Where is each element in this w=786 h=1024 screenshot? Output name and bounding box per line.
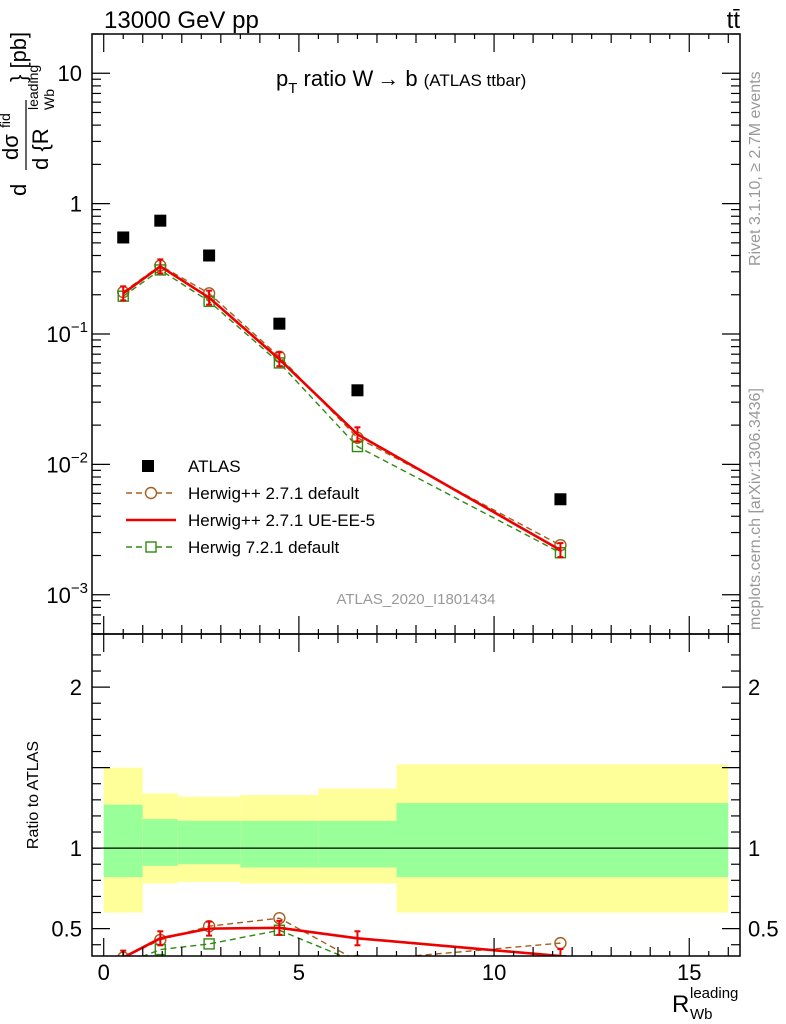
data-point <box>117 231 130 244</box>
series-marker <box>203 938 215 950</box>
series-line <box>122 264 561 546</box>
series-line <box>124 917 561 956</box>
series-line <box>122 264 562 552</box>
title-small: (ATLAS ttbar) <box>424 71 527 90</box>
header-process-label: tt̄ <box>727 7 741 34</box>
main-ytick-label: 10−1 <box>46 319 88 347</box>
legend-label: Herwig++ 2.7.1 default <box>188 484 359 503</box>
legend-marker <box>142 460 154 472</box>
ylabel-leading: leading <box>25 65 41 110</box>
series-line <box>123 926 561 956</box>
data-point <box>554 493 567 506</box>
xlabel-r: R <box>672 991 689 1018</box>
main-ytick-label: 1 <box>70 192 82 217</box>
ratio-series-herwig-2-7-1-ue-ee-5 <box>120 919 564 956</box>
main-ytick-label: 10−3 <box>46 580 88 608</box>
ylabel-close: } [pb] <box>6 32 31 82</box>
axis-ticks: 10 1 10−1 10−2 10−3 0 5 10 15 0.5 0.5 1 1 2 2 <box>46 33 779 985</box>
xtick-label: 15 <box>677 960 701 985</box>
main-ylabel: d dσ fid d {R Wb leading } [pb] <box>0 32 57 196</box>
title-p: p <box>276 66 288 91</box>
data-point <box>154 214 167 227</box>
series-marker <box>118 959 128 969</box>
ylabel-denominator: d {R <box>28 128 53 170</box>
main-ytick-label: 10−2 <box>46 449 88 477</box>
rivet-version-label: Rivet 3.1.10, ≥ 2.7M events <box>747 71 764 266</box>
title-b: b <box>399 66 417 91</box>
title-sub: T <box>288 80 297 97</box>
legend-label: ATLAS <box>188 457 241 476</box>
header-energy-label: 13000 GeV pp <box>104 7 259 34</box>
legend: ATLAS Herwig++ 2.7.1 default Herwig++ 2.7.… <box>126 457 375 557</box>
title-arrow: → <box>377 66 399 91</box>
main-title: pT ratio W → b (ATLAS ttbar) <box>276 66 526 97</box>
ratio-ytick-label-left: 1 <box>70 836 82 861</box>
title-rest: ratio W <box>297 66 373 91</box>
ratio-ytick-label-left: 0.5 <box>51 917 82 942</box>
ratio-ytick-label-right: 0.5 <box>748 917 779 942</box>
ratio-ytick-label-right: 1 <box>748 836 760 861</box>
ylabel-d: d <box>6 184 31 196</box>
ratio-series-herwig-2-7-1-default <box>117 911 567 956</box>
legend-label: Herwig 7.2.1 default <box>188 538 339 557</box>
ylabel-fid: fid <box>0 113 13 128</box>
series-marker <box>554 955 567 956</box>
legend-entry: ATLAS <box>142 457 241 476</box>
xtick-label: 10 <box>482 960 506 985</box>
legend-label: Herwig++ 2.7.1 UE-EE-5 <box>188 511 375 530</box>
legend-entry: Herwig++ 2.7.1 default <box>126 484 359 503</box>
series-marker <box>352 957 362 967</box>
inner-band-bin <box>103 804 143 878</box>
data-point <box>351 384 364 397</box>
inner-band-bin <box>240 820 319 868</box>
ylabel-wb: Wb <box>41 89 57 110</box>
series-line <box>141 929 344 956</box>
inner-band-bin <box>396 803 729 878</box>
legend-entry: Herwig++ 2.7.1 UE-EE-5 <box>126 511 375 530</box>
main-panel-series <box>117 214 567 559</box>
xtick-label: 5 <box>293 960 305 985</box>
main-series-herwig-2-7-1-ue-ee-5 <box>120 258 564 559</box>
inner-band-bin <box>318 820 397 868</box>
ratio-ytick-label-right: 2 <box>748 675 760 700</box>
xtick-label: 0 <box>98 960 110 985</box>
ylabel-dsigma: dσ <box>0 134 23 160</box>
legend-marker <box>144 486 158 500</box>
inner-band-bin <box>142 819 178 866</box>
analysis-id: ATLAS_2020_I1801434 <box>336 591 495 608</box>
series-marker <box>353 954 362 956</box>
main-ytick-label: 10 <box>58 61 82 86</box>
main-series-herwig-2-7-1-default <box>117 259 567 552</box>
ratio-panel-series <box>117 911 567 969</box>
ratio-uncertainty-bands <box>92 764 740 913</box>
ratio-xlabel: R leading Wb <box>672 985 738 1023</box>
inner-band-bin <box>177 820 241 865</box>
xlabel-leading: leading <box>690 985 738 1002</box>
series-line <box>122 269 561 554</box>
ratio-ytick-label-left: 2 <box>70 675 82 700</box>
legend-marker <box>145 541 157 553</box>
data-point <box>203 249 216 262</box>
data-point <box>273 317 286 330</box>
ratio-ylabel: Ratio to ATLAS <box>25 741 42 849</box>
mcplots-label: mcplots.cern.ch [arXiv:1306.3436] <box>747 388 764 630</box>
xlabel-wb: Wb <box>690 1006 713 1023</box>
main-series-atlas <box>117 214 567 506</box>
legend-entry: Herwig 7.2.1 default <box>126 538 339 557</box>
